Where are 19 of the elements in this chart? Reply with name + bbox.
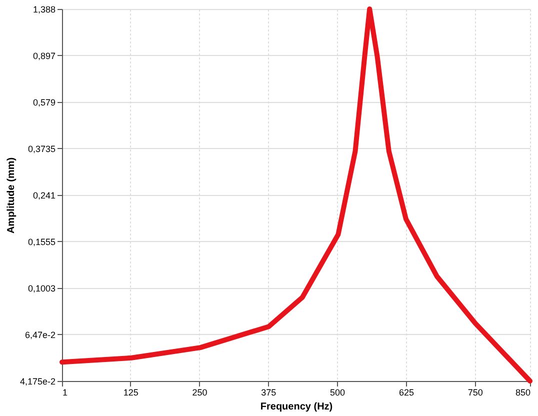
y-tick-label: 1,388 bbox=[32, 4, 56, 14]
y-tick-label: 4,175e-2 bbox=[20, 376, 56, 386]
y-tick-label: 0,3735 bbox=[28, 144, 56, 154]
y-tick-label: 0,1555 bbox=[28, 236, 56, 247]
y-axis-title: Amplitude (mm) bbox=[6, 157, 17, 234]
x-tick-label: 850 bbox=[515, 388, 530, 398]
x-tick-label: 125 bbox=[123, 388, 138, 398]
y-tick-label: 0,1003 bbox=[28, 283, 56, 294]
x-tick-label: 750 bbox=[468, 388, 483, 398]
x-axis-title: Frequency (Hz) bbox=[260, 402, 333, 412]
x-tick-label: 250 bbox=[192, 388, 208, 398]
x-tick-label: 375 bbox=[261, 388, 276, 398]
y-tick-label: 0,579 bbox=[32, 97, 56, 108]
x-tick-label: 1 bbox=[62, 388, 68, 398]
y-tick-label: 6,47e-2 bbox=[24, 330, 56, 340]
x-tick-label: 500 bbox=[330, 388, 346, 398]
x-tick-label: 625 bbox=[398, 388, 414, 398]
y-tick-label: 0,897 bbox=[32, 50, 56, 61]
y-tick-label: 0,241 bbox=[32, 190, 56, 200]
